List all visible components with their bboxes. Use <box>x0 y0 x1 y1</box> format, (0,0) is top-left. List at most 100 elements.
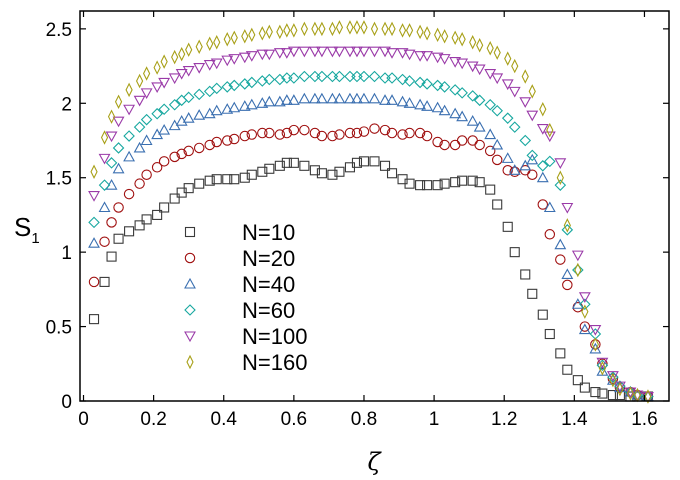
legend-marker <box>184 331 196 343</box>
data-point <box>561 268 574 280</box>
data-point <box>222 174 233 185</box>
data-point <box>239 78 251 90</box>
x-tick-label: 1 <box>429 409 440 430</box>
data-point <box>222 135 233 146</box>
data-point <box>221 103 234 114</box>
data-point <box>264 127 275 139</box>
data-point <box>572 301 584 313</box>
data-point <box>315 92 328 104</box>
data-point <box>344 127 356 139</box>
data-point <box>421 130 433 142</box>
x-tick-label: 0.2 <box>140 409 166 430</box>
x-tick-label: 1.4 <box>561 409 588 430</box>
data-point <box>105 179 118 190</box>
data-point <box>203 107 216 119</box>
data-point <box>491 73 504 85</box>
x-tick-label: 1.2 <box>491 409 517 430</box>
data-point <box>194 178 205 189</box>
data-point <box>193 63 206 74</box>
data-point <box>539 102 547 117</box>
data-point <box>466 90 479 102</box>
legend-item: N=10 <box>184 220 295 245</box>
data-point <box>344 92 356 104</box>
data-point <box>133 121 146 133</box>
data-point <box>105 157 118 169</box>
data-point <box>140 113 153 126</box>
data-point <box>449 84 461 96</box>
legend-item: N=20 <box>184 246 295 271</box>
data-point <box>527 169 538 180</box>
data-point <box>421 51 434 62</box>
data-point <box>106 251 117 262</box>
data-point <box>246 169 257 180</box>
data-point <box>379 124 391 136</box>
data-point <box>358 126 370 137</box>
data-point <box>509 166 520 178</box>
data-point <box>230 30 238 46</box>
data-point <box>153 60 161 75</box>
data-point <box>451 30 459 46</box>
data-point <box>484 128 497 140</box>
data-point <box>369 123 380 134</box>
data-point <box>204 175 215 186</box>
data-point <box>368 46 381 58</box>
data-point <box>183 183 194 194</box>
legend-label: N=160 <box>242 350 307 375</box>
data-point <box>281 127 293 139</box>
data-point <box>98 153 111 165</box>
series-layer <box>88 20 654 404</box>
data-point <box>263 73 276 86</box>
data-point <box>456 87 468 99</box>
data-point <box>439 178 450 189</box>
data-point <box>333 46 346 58</box>
data-point <box>432 136 443 148</box>
data-point <box>396 48 409 59</box>
data-point <box>169 193 180 204</box>
data-point <box>544 229 556 240</box>
data-point <box>183 145 194 157</box>
data-point <box>473 94 486 107</box>
data-point <box>536 124 549 135</box>
data-point <box>105 131 118 143</box>
legend-item: N=60 <box>184 298 295 323</box>
data-point <box>368 70 381 83</box>
data-point <box>246 76 258 89</box>
data-point <box>554 179 567 191</box>
data-point <box>288 157 299 168</box>
data-point <box>238 52 251 64</box>
data-point <box>98 179 111 191</box>
data-point <box>113 202 124 213</box>
legend-item: N=160 <box>186 350 307 375</box>
data-point <box>169 151 180 163</box>
y-axis-title-sub: 1 <box>31 230 39 247</box>
data-point <box>106 217 117 228</box>
data-point <box>258 26 266 41</box>
data-point <box>281 157 292 168</box>
data-point <box>450 177 461 188</box>
data-point <box>458 32 466 47</box>
y-tick-label: 1 <box>61 243 72 264</box>
data-point <box>221 55 234 67</box>
data-point <box>562 279 573 291</box>
data-point <box>441 29 449 44</box>
axes-frame <box>79 10 670 402</box>
data-point <box>386 48 398 59</box>
data-point <box>300 21 308 37</box>
data-point <box>519 97 532 108</box>
data-point <box>572 375 583 386</box>
data-point <box>204 139 215 151</box>
data-point <box>263 95 276 107</box>
data-point <box>171 49 179 65</box>
data-point <box>210 82 223 95</box>
data-point <box>206 36 214 51</box>
data-point <box>607 389 618 401</box>
data-point <box>504 51 512 66</box>
data-point <box>168 99 181 111</box>
x-tick-label: 1.6 <box>631 409 657 430</box>
legend-label: N=100 <box>242 324 307 349</box>
data-point <box>598 361 607 376</box>
data-point <box>476 38 484 53</box>
data-point <box>351 127 363 139</box>
data-point <box>151 162 163 173</box>
data-point <box>501 112 514 124</box>
